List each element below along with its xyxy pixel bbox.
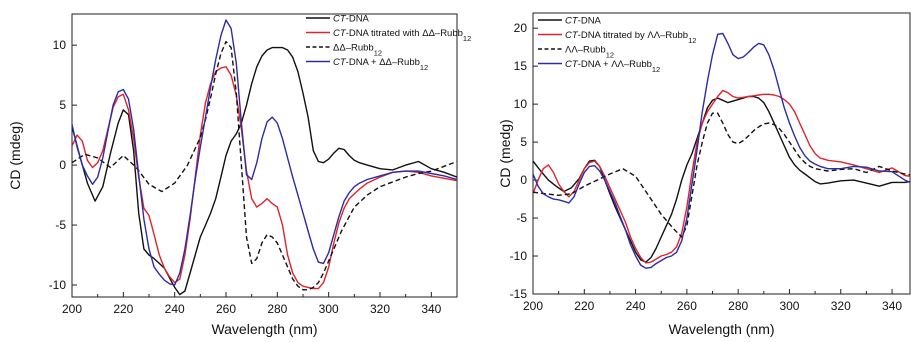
- x-axis-label: Wavelength (nm): [668, 321, 774, 337]
- x-tick-label: 340: [882, 299, 902, 313]
- y-tick-label: 20: [514, 21, 528, 35]
- series-line-0: [72, 46, 457, 296]
- series-line-3: [72, 19, 457, 286]
- legend-italic-part: CT: [333, 28, 347, 39]
- x-tick-label: 260: [677, 299, 697, 313]
- y-tick-label: -10: [510, 249, 528, 263]
- series-line-2: [72, 40, 457, 291]
- series-line-2: [533, 112, 910, 238]
- y-tick-label: 0: [520, 173, 527, 187]
- x-tick-label: 200: [62, 302, 82, 316]
- legend-text-part: -DNA + ΔΔ–Rubb: [346, 57, 420, 68]
- legend-text-part: -DNA + ΛΛ–Rubb: [578, 59, 652, 70]
- x-tick-label: 300: [319, 302, 339, 316]
- chart-left: 200 220 240 260 280 300 320 340 -10 -5 0 5 10 Wavelen…: [7, 13, 471, 337]
- series-line-3: [533, 32, 910, 269]
- legend-italic-part: CT: [565, 30, 579, 41]
- legend-italic-part: CT: [565, 59, 579, 70]
- x-tick-label: 300: [779, 299, 799, 313]
- series-line-1: [72, 66, 457, 290]
- legend-text-part: ΔΔ–Rubb: [333, 43, 374, 54]
- series-line-1: [533, 89, 910, 264]
- y-axis-label: CD (medg): [497, 119, 513, 187]
- x-tick-label: 280: [728, 299, 748, 313]
- legend-entry-0: CT-DNA: [565, 16, 602, 27]
- legend-italic-part: CT: [565, 16, 579, 27]
- y-tick-label: 10: [514, 97, 528, 111]
- legend-italic-part: CT: [333, 14, 347, 25]
- legend-entry-1: CT-DNA titrated by ΛΛ–Rubb12: [565, 30, 696, 45]
- x-tick-label: 220: [574, 299, 594, 313]
- legend-entry-2: ΛΛ–Rubb12: [565, 45, 614, 60]
- legend-text-part: -DNA: [578, 16, 602, 27]
- legend-entry-2: ΔΔ–Rubb12: [333, 43, 382, 58]
- x-tick-label: 240: [165, 302, 185, 316]
- y-tick-label: 15: [514, 59, 528, 73]
- y-tick-label: -15: [510, 287, 528, 301]
- legend-subscript: 12: [652, 65, 660, 74]
- x-tick-label: 200: [523, 299, 543, 313]
- chart-right: 200 220 240 260 280 300 320 340 -15 -10 -5 0 5 10 15 20…: [497, 12, 911, 337]
- legend-subscript: 12: [688, 36, 696, 45]
- y-tick-label: 10: [53, 38, 67, 52]
- y-tick-label: -10: [49, 278, 67, 292]
- y-tick-label: 5: [59, 98, 66, 112]
- x-tick-label: 340: [421, 302, 441, 316]
- x-tick-label: 240: [626, 299, 646, 313]
- x-tick-label: 320: [370, 302, 390, 316]
- plot-frame: [532, 12, 911, 295]
- plot-frame: [71, 13, 458, 298]
- legend-entry-3: CT-DNA + ΔΔ–Rubb12: [333, 57, 428, 72]
- x-tick-label: 320: [831, 299, 851, 313]
- y-tick-label: 5: [520, 135, 527, 149]
- legend-italic-part: CT: [333, 57, 347, 68]
- x-tick-label: 260: [216, 302, 236, 316]
- legend-text-part: -DNA titrated with ΔΔ–Rubb: [346, 28, 463, 39]
- y-tick-label: -5: [516, 211, 527, 225]
- legend-text-part: -DNA: [346, 14, 370, 25]
- legend-subscript: 12: [420, 63, 428, 72]
- legend-entry-0: CT-DNA: [333, 14, 370, 25]
- legend-text-part: ΛΛ–Rubb: [565, 45, 606, 56]
- legend-entry-3: CT-DNA + ΛΛ–Rubb12: [565, 59, 660, 74]
- x-tick-label: 220: [113, 302, 133, 316]
- x-tick-label: 280: [267, 302, 287, 316]
- y-tick-label: -5: [55, 218, 66, 232]
- legend-subscript: 12: [606, 50, 614, 59]
- y-axis-label: CD (mdeg): [7, 121, 23, 189]
- legend-text-part: -DNA titrated by ΛΛ–Rubb: [578, 30, 688, 41]
- legend-subscript: 12: [463, 34, 471, 43]
- x-axis-label: Wavelength (nm): [211, 321, 317, 337]
- legend-subscript: 12: [374, 48, 382, 57]
- legend-entry-1: CT-DNA titrated with ΔΔ–Rubb12: [333, 28, 471, 43]
- y-tick-label: 0: [59, 158, 66, 172]
